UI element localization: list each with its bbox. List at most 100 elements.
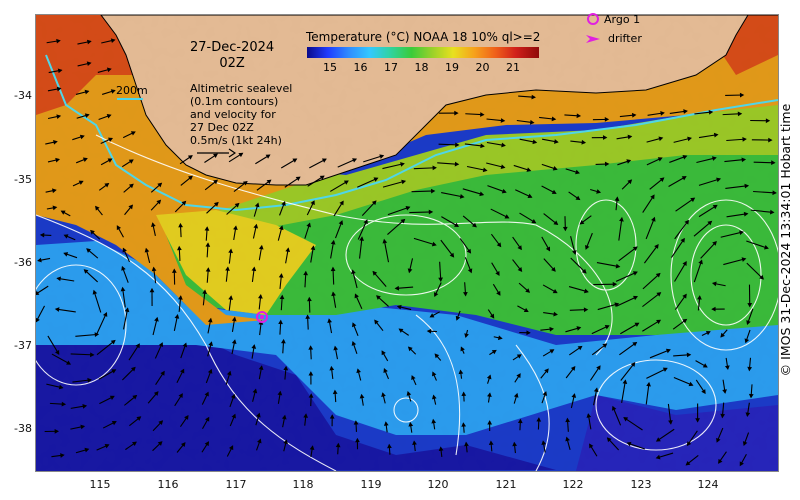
velocity-arrowhead [459,194,465,199]
velocity-arrowhead [583,288,589,294]
velocity-arrowhead [202,289,207,295]
velocity-arrowhead [363,219,368,225]
velocity-arrowhead [572,250,577,255]
velocity-arrowhead [86,39,92,45]
velocity-arrowhead [265,154,271,159]
velocity-arrow [441,191,464,198]
sst-map[interactable] [35,14,779,472]
velocity-arrowhead [716,437,721,443]
velocity-arrowhead [128,183,134,189]
velocity-arrowhead [746,320,751,325]
velocity-arrowhead [124,307,130,313]
velocity-arrowhead [354,293,359,299]
velocity-arrowhead [381,392,386,398]
velocity-arrowhead [472,222,477,228]
velocity-arrowhead [589,443,594,449]
velocity-arrow [620,322,639,335]
velocity-arrowhead [121,265,126,271]
velocity-arrowhead [504,214,510,219]
velocity-arrow [363,155,384,163]
velocity-arrow [70,353,94,356]
velocity-arrowhead [631,112,637,118]
legend-drifter-label: drifter [608,32,642,45]
velocity-arrowhead [626,441,632,447]
colorbar-tick-label: 21 [506,61,520,74]
velocity-arrowhead [151,266,157,272]
velocity-arrowhead [178,295,183,300]
velocity-arrowhead [683,109,688,114]
velocity-arrowhead [319,175,325,180]
velocity-arrowhead [295,176,301,181]
velocity-arrow [746,262,764,280]
velocity-arrow [96,312,107,334]
velocity-arrowhead [701,389,706,395]
velocity-arrow [93,290,102,313]
velocity-arrowhead [330,239,336,245]
velocity-arrowhead [36,317,40,323]
velocity-arrowhead [63,252,69,257]
velocity-arrowhead [343,180,349,185]
contour-200m [45,54,778,212]
velocity-arrowhead [720,332,725,338]
velocity-arrowhead [208,341,213,347]
velocity-arrow [656,428,675,442]
velocity-arrowhead [650,194,655,200]
velocity-arrow [623,417,643,431]
velocity-arrowhead [461,422,467,427]
velocity-arrowhead [697,295,702,300]
velocity-arrowhead [565,436,570,442]
velocity-arrowhead [204,441,210,447]
velocity-arrowhead [308,345,314,350]
velocity-arrow [724,158,746,163]
credit-text: © IMOS 31-Dec-2024 13:34:01 Hobart time [778,103,793,377]
velocity-arrowhead [283,439,288,445]
velocity-description: Altimetric sealevel (0.1m contours) and … [190,82,293,147]
velocity-arrowhead [614,196,620,202]
velocity-arrowhead [110,38,116,43]
velocity-arrowhead [604,117,610,122]
velocity-arrowhead [56,276,61,282]
velocity-arrowhead [463,291,468,297]
velocity-arrowhead [549,349,555,354]
velocity-arrow [357,219,368,240]
velocity-arrowhead [496,242,502,248]
velocity-arrowhead [278,225,284,231]
velocity-arrowhead [258,244,264,250]
velocity-arrowhead [381,350,386,356]
lon-tick-label: 119 [360,478,382,491]
velocity-arrowhead [292,158,298,163]
velocity-arrowhead [116,225,122,231]
velocity-arrow [462,188,484,196]
velocity-arrow [673,377,693,386]
velocity-arrowhead [712,204,718,210]
velocity-arrowhead [768,137,773,143]
velocity-arrow [643,244,659,264]
velocity-arrowhead [707,220,713,226]
velocity-arrowhead [655,454,661,460]
velocity-arrowhead [748,393,754,399]
velocity-arrowhead [658,136,664,142]
velocity-arrowhead [84,113,90,118]
velocity-arrow [615,271,638,282]
velocity-arrowhead [771,160,776,166]
velocity-arrowhead [204,391,209,397]
velocity-arrowhead [396,304,402,310]
velocity-arrowhead [355,437,360,443]
velocity-arrowhead [619,216,624,222]
velocity-arrowhead [102,311,108,317]
velocity-arrowhead [251,266,257,272]
velocity-arrowhead [668,420,673,425]
velocity-arrowhead [39,232,45,238]
velocity-arrow [383,239,390,263]
temperature-colorbar [307,47,539,58]
velocity-arrowhead [742,441,748,447]
velocity-arrowhead [630,361,636,367]
velocity-arrowhead [111,420,117,426]
velocity-arrowhead [228,295,234,300]
velocity-arrowhead [281,338,286,344]
velocity-arrowhead [454,222,460,227]
velocity-arrow [723,258,746,266]
velocity-arrowhead [688,381,694,387]
velocity-arrowhead [56,86,62,92]
velocity-arrowhead [553,311,558,317]
